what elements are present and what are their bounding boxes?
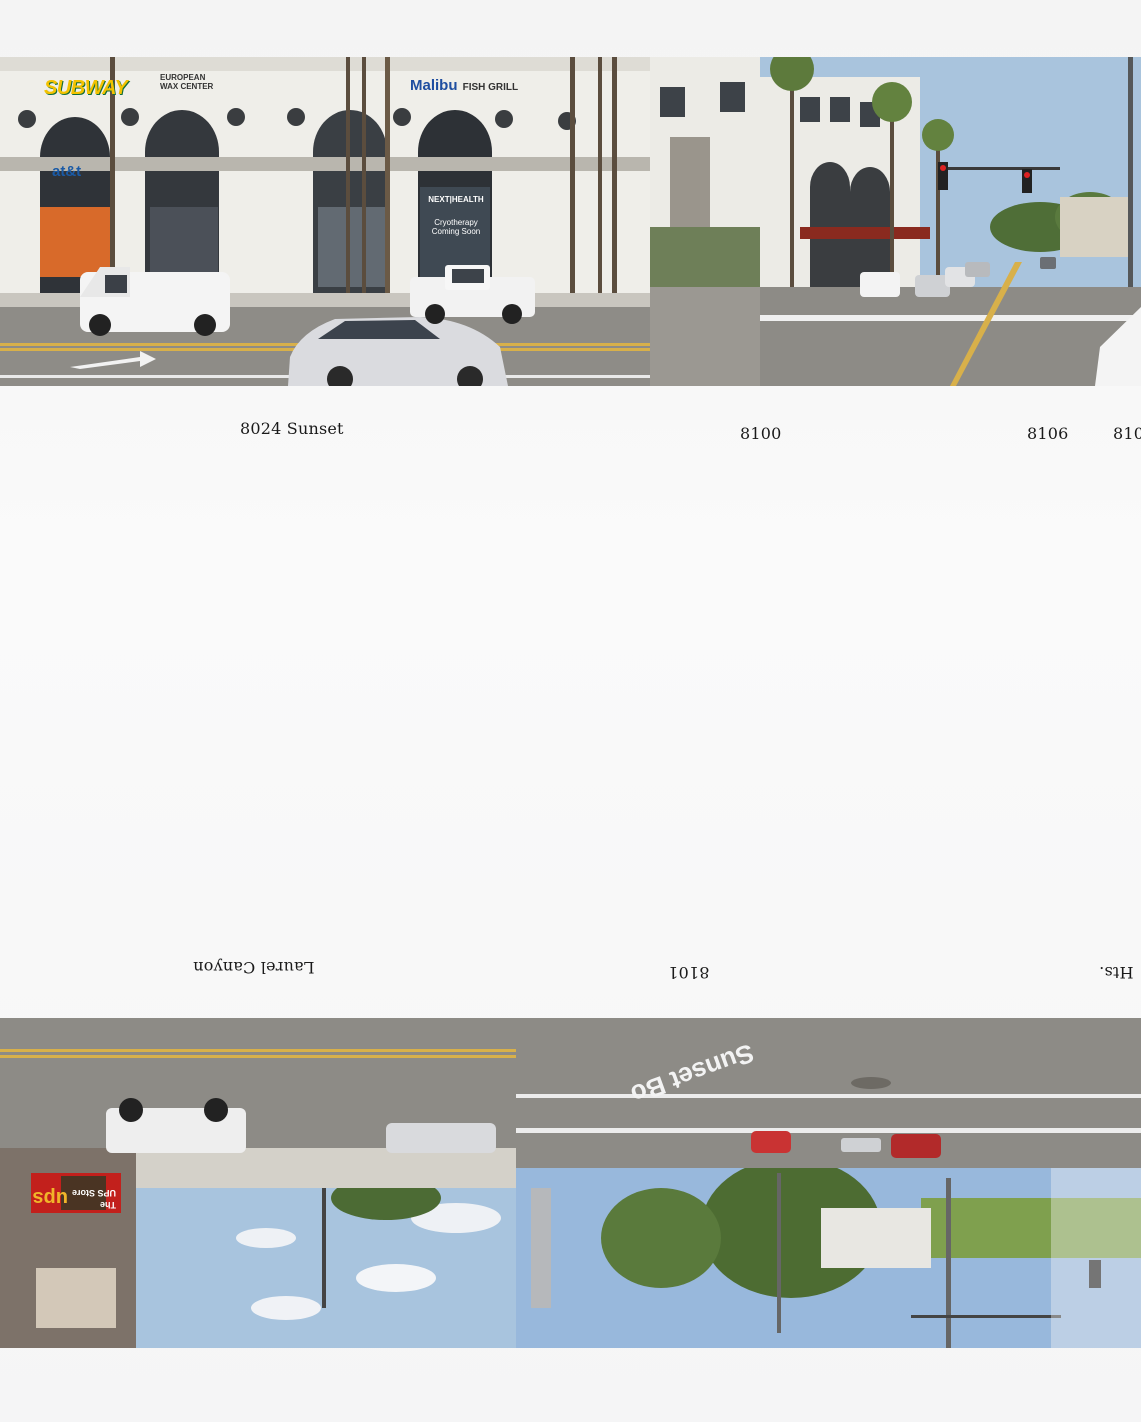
label-8101: 8101 [668, 963, 710, 982]
photo-ups-store-side: ups The UPS Store [0, 1018, 516, 1348]
european-wax-sign: EUROPEAN WAX CENTER [160, 73, 213, 91]
ups-store-text: The UPS Store [72, 1187, 116, 1211]
malibu-sign-word: Malibu [410, 77, 458, 94]
european-wax-line2: WAX CENTER [160, 82, 214, 91]
label-laurel-canyon: Laurel Canyon [193, 958, 315, 977]
ups-logo-text: ups [32, 1187, 68, 1209]
ups-store-line2: UPS Store [71, 1188, 116, 1198]
subway-sign: SUBWAY [44, 77, 128, 99]
label-8106: 8106 [1027, 424, 1069, 443]
european-wax-line1: EUROPEAN [160, 73, 206, 82]
photo-subway-building: SUBWAY EUROPEAN WAX CENTER Malibu FISH G… [0, 57, 650, 386]
fish-grill-sign-word: FISH GRILL [462, 82, 519, 93]
ups-store-line1: The [99, 1200, 116, 1210]
bottom-photo-strip: ups The UPS Store [0, 1018, 1141, 1348]
label-hts: Hts. [1099, 963, 1134, 982]
label-810: 810 [1113, 424, 1141, 443]
label-8100: 8100 [740, 424, 782, 443]
next-health-poster: NEXT|HEALTH Cryotherapy Coming Soon [421, 189, 491, 284]
att-sign: at&t [52, 163, 82, 180]
cryo-line1: Cryotherapy [434, 218, 478, 227]
top-photo-strip: SUBWAY EUROPEAN WAX CENTER Malibu FISH G… [0, 57, 1141, 386]
malibu-fish-grill-sign: Malibu FISH GRILL [410, 75, 518, 94]
ups-signage: ups The UPS Store [8, 1173, 120, 1217]
label-8024-sunset: 8024 Sunset [240, 419, 344, 438]
next-health-text: NEXT|HEALTH [428, 195, 484, 204]
photo-sunset-intersection [760, 57, 1141, 386]
photo-middle-building [650, 57, 760, 386]
photo-sunset-blvd-crossing: Sunset Bo [516, 1018, 1141, 1348]
cryo-line2: Coming Soon [431, 227, 481, 236]
